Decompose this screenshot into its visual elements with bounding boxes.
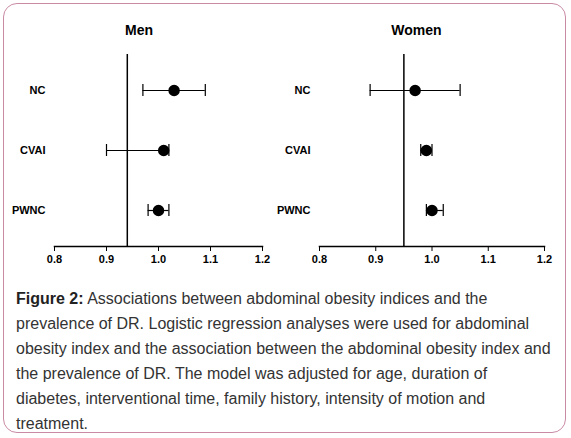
svg-text:CVAI: CVAI [285, 144, 310, 156]
svg-text:CVAI: CVAI [20, 144, 45, 156]
svg-text:1.2: 1.2 [255, 253, 270, 265]
svg-text:PWNC: PWNC [12, 204, 46, 216]
html-text:Men: Men [125, 22, 153, 38]
svg-text:NC: NC [295, 84, 311, 96]
svg-text:0.8: 0.8 [47, 253, 62, 265]
svg-text:0.9: 0.9 [368, 253, 383, 265]
svg-text:1.1: 1.1 [203, 253, 218, 265]
svg-text:1.0: 1.0 [151, 253, 166, 265]
svg-text:1.2: 1.2 [537, 253, 552, 265]
html-text:Women: Women [391, 22, 442, 38]
svg-text:1.0: 1.0 [424, 253, 439, 265]
svg-text:0.8: 0.8 [312, 253, 327, 265]
html-text:Figure 2: Associations between: Figure 2: Associations between abdominal… [16, 290, 551, 432]
svg-text:1.1: 1.1 [481, 253, 496, 265]
svg-text:NC: NC [30, 84, 46, 96]
svg-text:0.9: 0.9 [99, 253, 114, 265]
svg-text:PWNC: PWNC [277, 204, 311, 216]
